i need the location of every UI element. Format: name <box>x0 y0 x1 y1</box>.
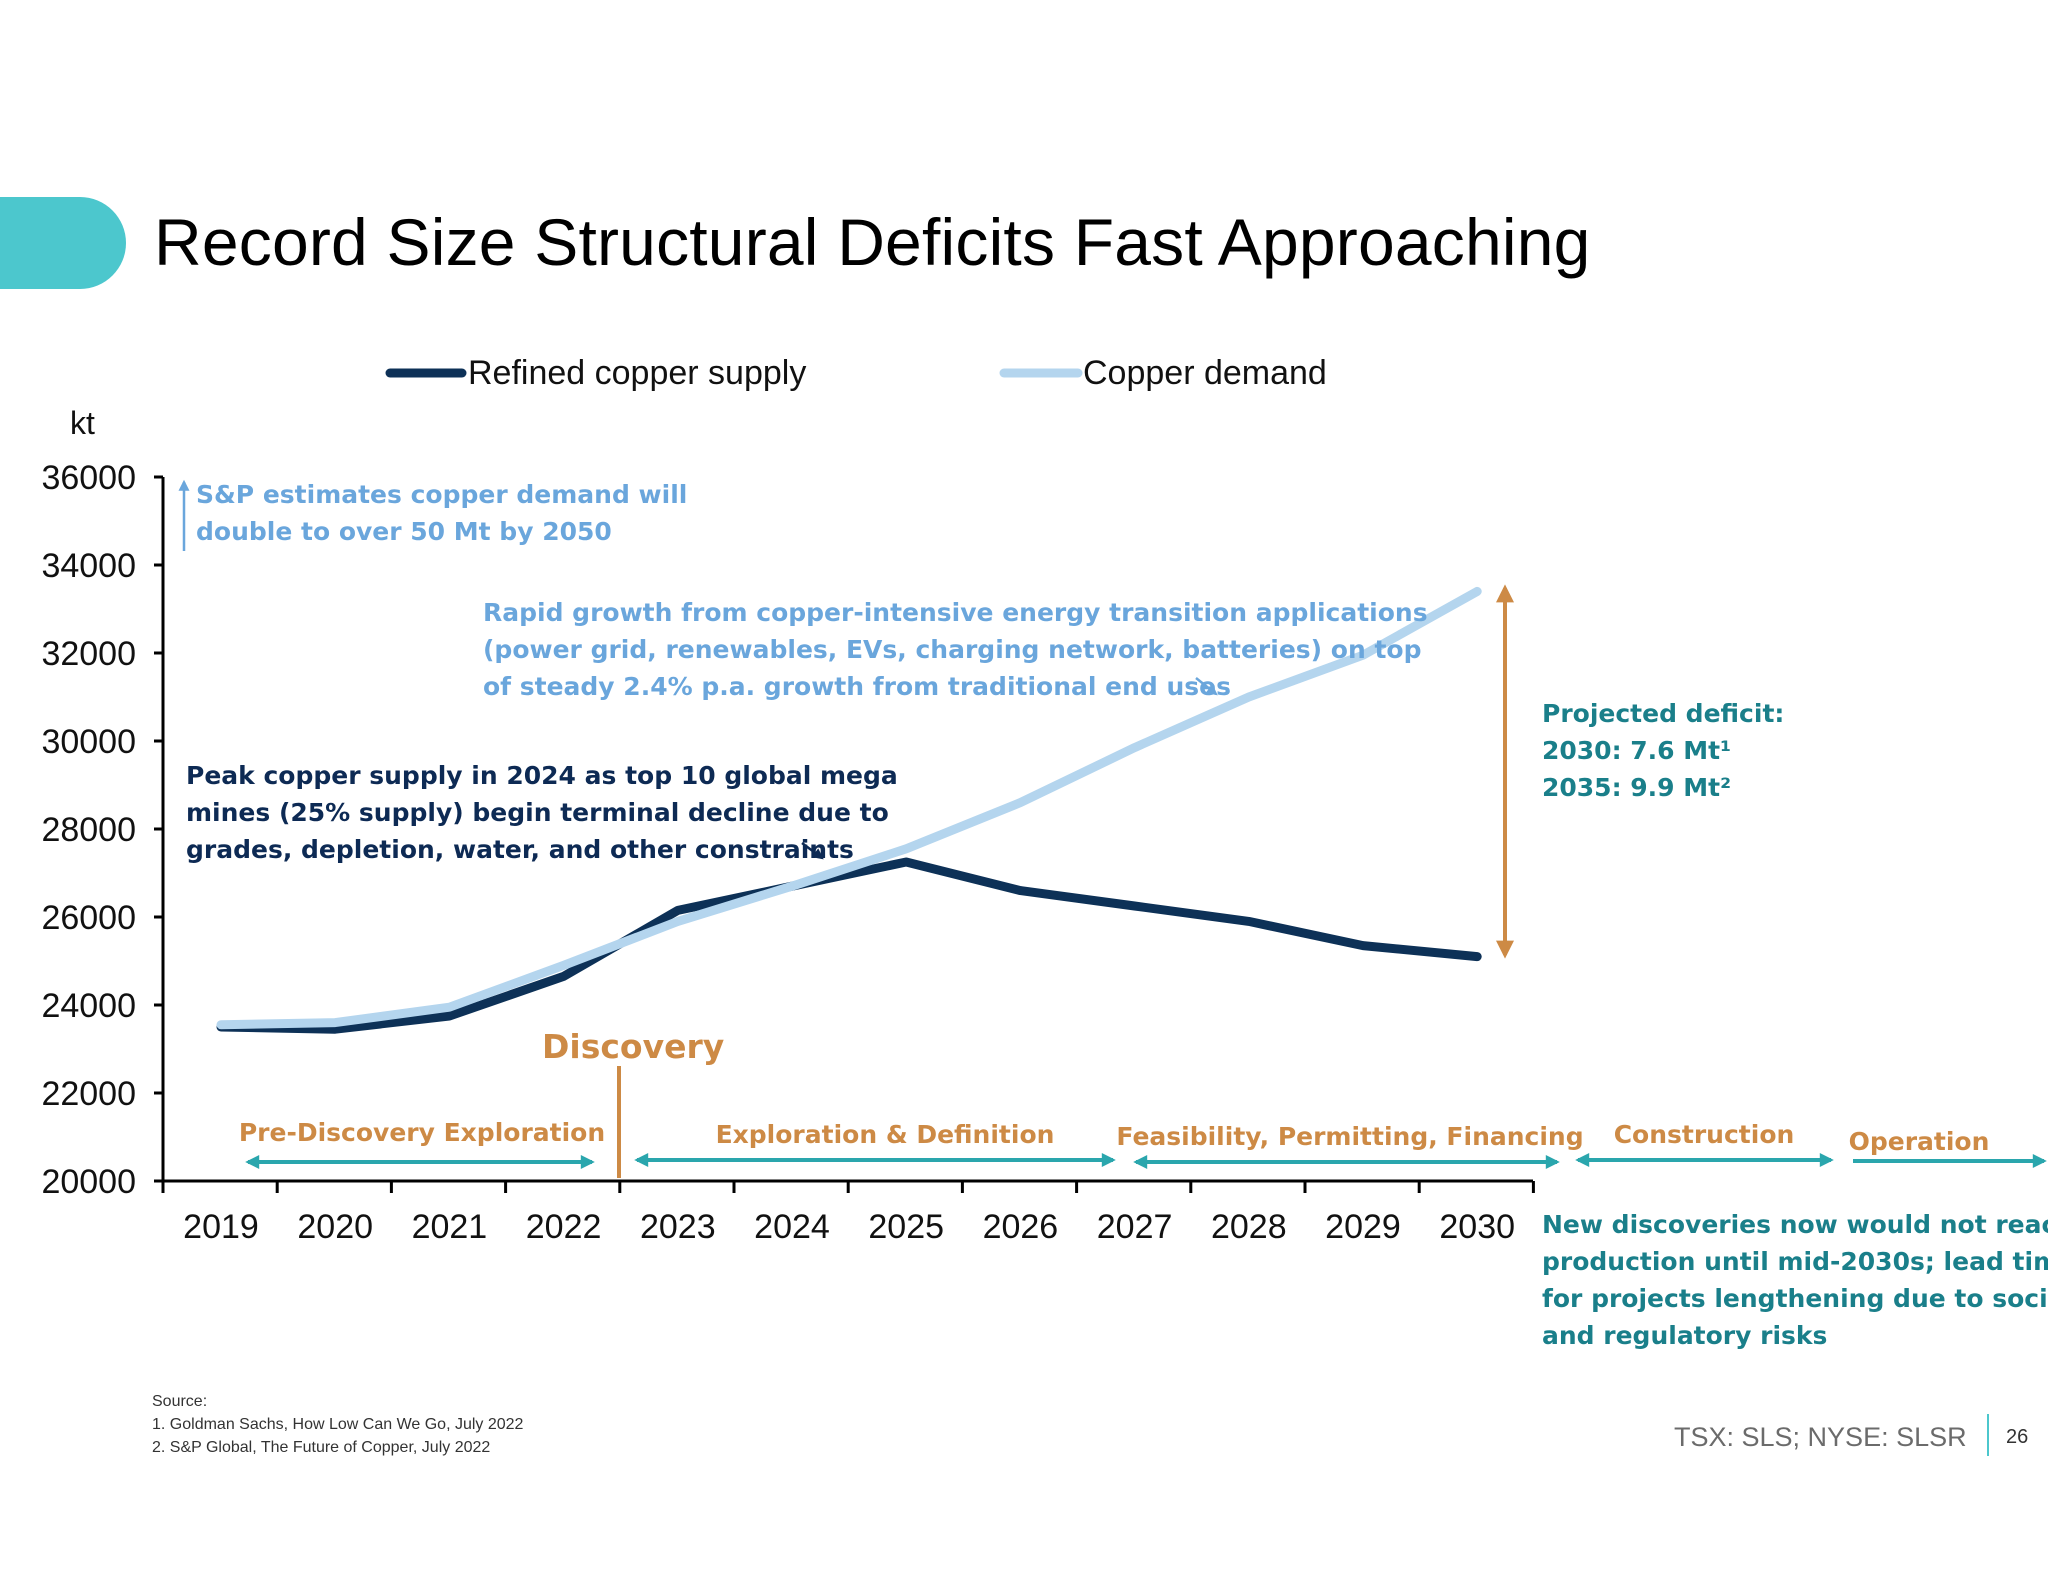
stage-label-2: Exploration & Definition <box>716 1120 1055 1149</box>
y-tick-label: 34000 <box>41 547 136 585</box>
new-discoveries-text-line-3: for projects lengthening due to social <box>1542 1284 2048 1313</box>
supply-series-line <box>216 857 1482 1034</box>
rapid-growth-text-line-2: (power grid, renewables, EVs, charging n… <box>483 635 1421 664</box>
y-tick-label: 20000 <box>41 1163 136 1201</box>
deficit-text-line-3: 2035: 9.9 Mt² <box>1542 773 1731 802</box>
peak-supply-arrow <box>801 842 824 860</box>
x-tick-label: 2027 <box>1097 1208 1173 1246</box>
x-tick-label: 2022 <box>526 1208 602 1246</box>
y-tick-label: 32000 <box>41 635 136 673</box>
peak-supply-text-line-1: Peak copper supply in 2024 as top 10 glo… <box>186 761 898 790</box>
sp-estimate-text-line-1: S&P estimates copper demand will <box>196 480 687 509</box>
y-tick-label: 36000 <box>41 459 136 497</box>
rapid-growth-arrow <box>1195 677 1218 696</box>
y-tick-label: 22000 <box>41 1075 136 1113</box>
ticker-label: TSX: SLS; NYSE: SLSR <box>1674 1422 1967 1452</box>
y-axis-unit-label: kt <box>70 405 95 441</box>
source-line-2: 2. S&P Global, The Future of Copper, Jul… <box>152 1439 491 1456</box>
x-tick-label: 2030 <box>1439 1208 1515 1246</box>
deficit-text-line-2: 2030: 7.6 Mt¹ <box>1542 736 1731 765</box>
y-tick-label: 26000 <box>41 899 136 937</box>
stage-label-4: Construction <box>1614 1120 1795 1149</box>
x-tick-label: 2023 <box>640 1208 716 1246</box>
new-discoveries-text-line-2: production until mid-2030s; lead times <box>1542 1247 2048 1276</box>
new-discoveries-text-line-4: and regulatory risks <box>1542 1321 1827 1350</box>
stage-label-1: Pre-Discovery Exploration <box>239 1118 605 1147</box>
peak-supply-text-line-2: mines (25% supply) begin terminal declin… <box>186 798 889 827</box>
x-tick-label: 2020 <box>297 1208 373 1246</box>
rapid-growth-text-line-3: of steady 2.4% p.a. growth from traditio… <box>483 672 1231 701</box>
sp-estimate-text-line-2: double to over 50 Mt by 2050 <box>196 517 612 546</box>
y-tick-label: 24000 <box>41 987 136 1025</box>
page-title: Record Size Structural Deficits Fast App… <box>154 205 1591 279</box>
page-number: 26 <box>2006 1426 2029 1448</box>
rapid-growth-text-line-1: Rapid growth from copper-intensive energ… <box>483 598 1428 627</box>
x-tick-label: 2025 <box>868 1208 944 1246</box>
x-tick-label: 2028 <box>1211 1208 1287 1246</box>
stage-label-5: Operation <box>1849 1127 1990 1156</box>
y-tick-label: 28000 <box>41 811 136 849</box>
accent-tab <box>0 197 126 289</box>
x-tick-label: 2026 <box>983 1208 1059 1246</box>
x-tick-label: 2029 <box>1325 1208 1401 1246</box>
source-title: Source: <box>152 1393 208 1410</box>
footer-divider <box>1987 1414 1989 1456</box>
source-notes: Source: 1. Goldman Sachs, How Low Can We… <box>152 1390 523 1459</box>
x-tick-label: 2021 <box>412 1208 488 1246</box>
stage-label-3: Feasibility, Permitting, Financing <box>1116 1122 1583 1151</box>
x-tick-label: 2024 <box>754 1208 830 1246</box>
y-tick-label: 30000 <box>41 723 136 761</box>
discovery-label: Discovery <box>542 1027 724 1066</box>
new-discoveries-text-line-1: New discoveries now would not reach <box>1542 1210 2048 1239</box>
demand-series-line <box>216 586 1482 1030</box>
x-tick-label: 2019 <box>183 1208 259 1246</box>
legend-label-supply: Refined copper supply <box>468 354 806 392</box>
deficit-text-line-1: Projected deficit: <box>1542 699 1784 728</box>
legend-label-demand: Copper demand <box>1083 354 1327 392</box>
peak-supply-text-line-3: grades, depletion, water, and other cons… <box>186 835 854 864</box>
source-line-1: 1. Goldman Sachs, How Low Can We Go, Jul… <box>152 1416 524 1433</box>
